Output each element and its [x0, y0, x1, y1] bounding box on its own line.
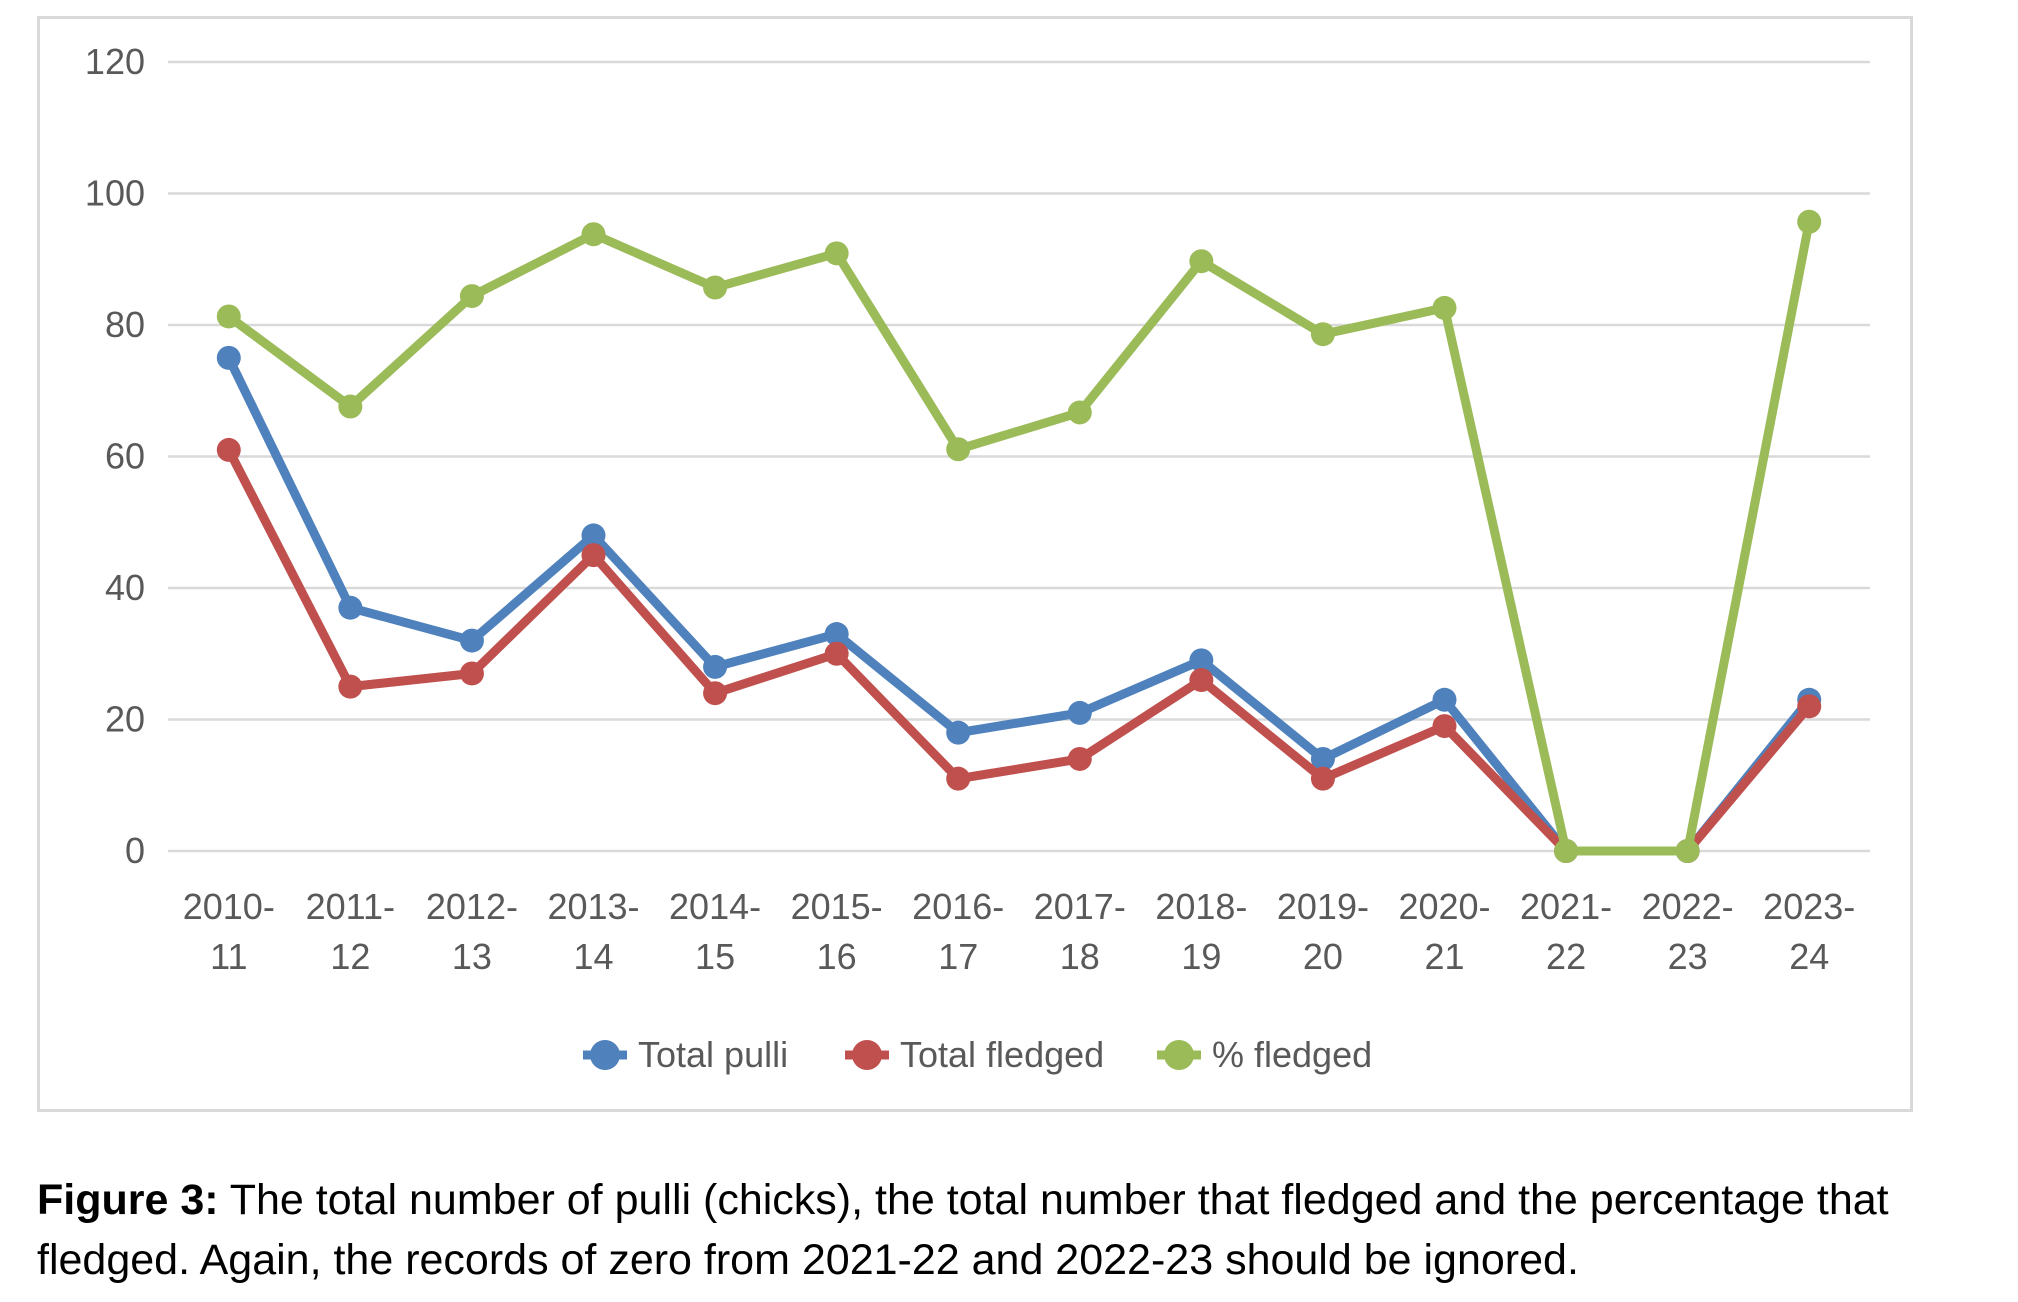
y-tick-label: 20: [105, 699, 145, 740]
data-point: [824, 622, 849, 647]
data-point: [216, 345, 241, 370]
y-tick-label: 40: [105, 567, 145, 608]
data-point: [1432, 295, 1457, 320]
data-point: [1797, 694, 1822, 719]
x-tick-label: 2018-: [1155, 886, 1247, 927]
x-tick-label: 2019-: [1277, 886, 1369, 927]
x-tick-label: 2011-: [306, 886, 395, 927]
data-point: [581, 543, 606, 568]
series-line-2: [224, 217, 1814, 856]
x-tick-label: 2010-: [183, 886, 275, 927]
data-point: [338, 674, 363, 699]
series-line-1: [224, 445, 1814, 856]
legend-marker: [1164, 1040, 1194, 1070]
caption-label: Figure 3:: [37, 1176, 219, 1224]
y-tick-label: 60: [105, 436, 145, 477]
x-tick-label: 12: [330, 936, 370, 977]
data-point: [824, 241, 849, 266]
data-point: [581, 523, 606, 548]
y-tick-label: 100: [85, 173, 145, 214]
data-point: [1432, 714, 1457, 739]
x-tick-label: 20: [1303, 936, 1343, 977]
data-point: [1067, 700, 1092, 725]
legend-label: Total fledged: [900, 1034, 1104, 1075]
legend-marker: [590, 1040, 620, 1070]
y-tick-label: 0: [125, 830, 145, 871]
data-point: [1067, 400, 1092, 425]
data-point: [1189, 648, 1214, 673]
data-point: [1554, 839, 1579, 863]
y-tick-label: 120: [85, 41, 145, 82]
data-point: [338, 394, 363, 419]
x-tick-label: 19: [1181, 936, 1221, 977]
x-tick-label: 2015-: [791, 886, 883, 927]
data-point: [1310, 746, 1335, 771]
data-point: [1067, 746, 1092, 771]
x-tick-label: 16: [817, 936, 857, 977]
data-point: [459, 284, 484, 309]
data-point: [703, 681, 728, 706]
y-tick-label: 80: [105, 304, 145, 345]
data-point: [1797, 209, 1822, 234]
data-point: [1310, 766, 1335, 791]
chart-frame: 0 20 40 60 80 100 120 2010- 11 2011- 12 2012- 13 2013…: [37, 16, 1913, 1112]
x-tick-label: 11: [210, 936, 247, 977]
x-tick-label: 2017-: [1034, 886, 1126, 927]
x-tick-label: 14: [573, 936, 613, 977]
data-point: [703, 275, 728, 300]
x-tick-label: 2020-: [1398, 886, 1490, 927]
x-tick-label: 17: [938, 936, 978, 977]
x-tick-label: 21: [1424, 936, 1464, 977]
x-tick-label: 2021-: [1520, 886, 1612, 927]
x-tick-label: 22: [1546, 936, 1586, 977]
data-point: [1310, 322, 1335, 347]
data-point: [216, 304, 241, 329]
x-tick-label: 2012-: [426, 886, 518, 927]
data-point: [946, 766, 971, 791]
data-point: [581, 222, 606, 247]
x-tick-label: 18: [1060, 936, 1100, 977]
data-point: [1432, 687, 1457, 712]
x-tick-label: 2022-: [1642, 886, 1734, 927]
line-chart: 0 20 40 60 80 100 120 2010- 11 2011- 12 2012- 13 2013…: [85, 41, 1870, 1075]
x-tick-label: 13: [452, 936, 492, 977]
x-tick-label: 2016-: [912, 886, 1004, 927]
data-point: [703, 654, 728, 679]
data-point: [1189, 249, 1214, 274]
caption-text: The total number of pulli (chicks), the …: [37, 1176, 1889, 1284]
x-tick-label: 2023-: [1763, 886, 1855, 927]
data-point: [459, 628, 484, 653]
legend-marker: [852, 1040, 882, 1070]
data-point: [216, 437, 241, 462]
data-point: [1189, 668, 1214, 693]
legend-label: Total pulli: [638, 1034, 788, 1075]
data-point: [824, 641, 849, 666]
data-point: [1675, 839, 1700, 863]
x-tick-label: 23: [1668, 936, 1708, 977]
data-point: [338, 595, 363, 620]
x-tick-label: 2014-: [669, 886, 761, 927]
x-tick-label: 24: [1789, 936, 1829, 977]
data-point: [946, 437, 971, 462]
data-point: [946, 720, 971, 745]
data-point: [459, 661, 484, 686]
legend-label: % fledged: [1212, 1034, 1372, 1075]
figure-caption: Figure 3: The total number of pulli (chi…: [37, 1170, 1997, 1290]
x-tick-label: 15: [695, 936, 735, 977]
x-tick-label: 2013-: [547, 886, 639, 927]
